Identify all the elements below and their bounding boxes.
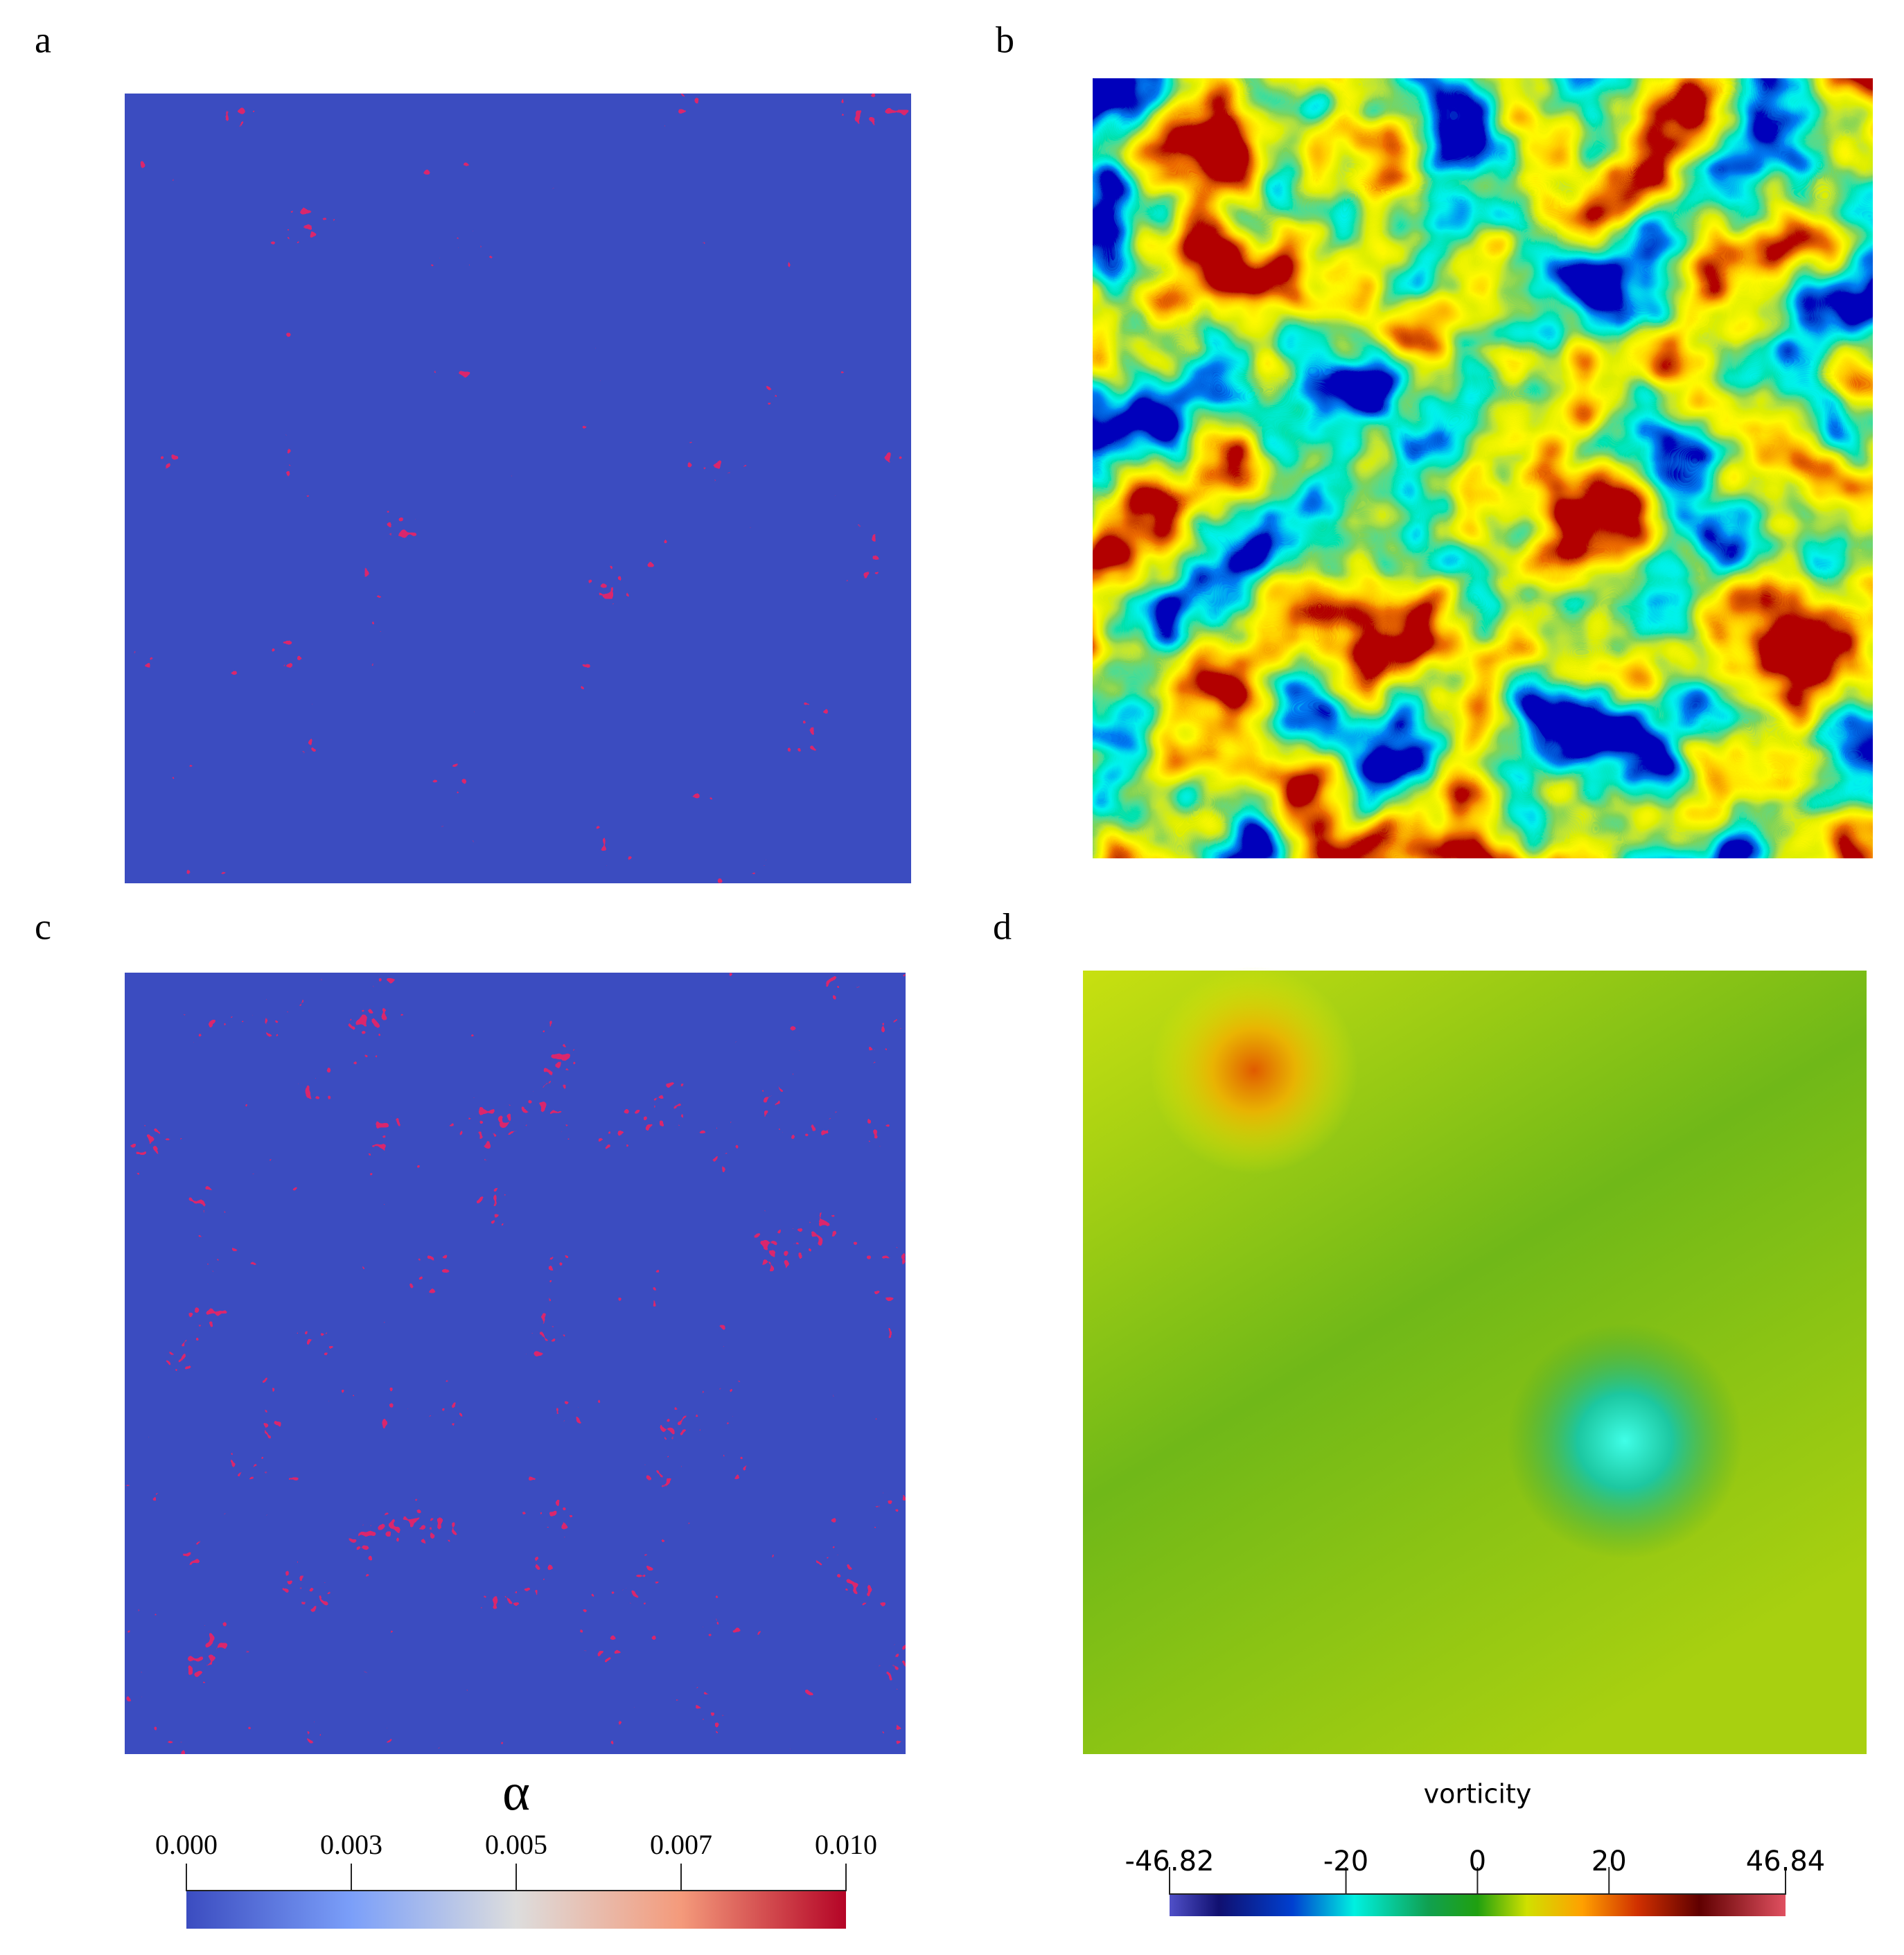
colorbar-tick-label: 0 xyxy=(1469,1846,1486,1877)
colorbar-title: vorticity xyxy=(1424,1779,1532,1810)
panel-label: a xyxy=(35,19,51,60)
colorbar-tick-label: 0.010 xyxy=(815,1829,877,1860)
colorbar xyxy=(186,1891,846,1929)
colorbar-title: α xyxy=(502,1763,530,1821)
colorbar-tick-label: 0.005 xyxy=(485,1829,547,1860)
panel-a-field xyxy=(125,94,911,883)
panel-d-field xyxy=(1083,966,1867,1754)
panel-c-field xyxy=(125,973,906,1754)
panel-label: c xyxy=(35,905,51,947)
colorbar-tick-label: 0.007 xyxy=(650,1829,712,1860)
colorbar xyxy=(1170,1895,1786,1916)
colorbar-tick-label: -20 xyxy=(1323,1846,1368,1877)
panel-b-field xyxy=(1093,78,1873,858)
colorbar-tick-label: 0.003 xyxy=(320,1829,382,1860)
colorbar-tick-label: 20 xyxy=(1592,1846,1627,1877)
colorbar-tick-label: 46.84 xyxy=(1746,1846,1826,1877)
panel-label: b xyxy=(996,19,1014,60)
colorbar-tick-label: 0.000 xyxy=(155,1829,218,1860)
panel-label: d xyxy=(993,905,1012,947)
colorbar-tick-label: -46.82 xyxy=(1125,1846,1215,1877)
